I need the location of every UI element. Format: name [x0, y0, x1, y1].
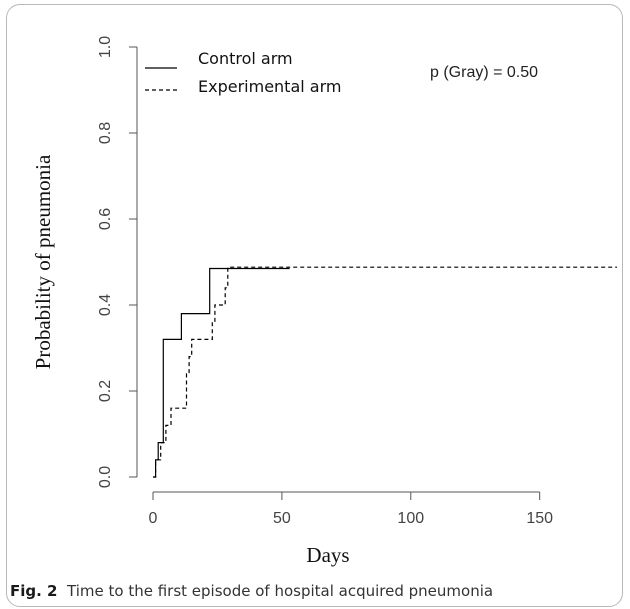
x-tick-label: 0	[149, 510, 158, 527]
x-tick-label: 50	[273, 510, 291, 527]
y-axis-title: Probability of pneumonia	[31, 154, 55, 369]
caption-figure-number: Fig. 2	[10, 582, 58, 600]
x-tick-label: 150	[526, 510, 553, 527]
legend: Control arm Experimental arm	[145, 49, 341, 96]
figure-caption: Fig. 2 Time to the first episode of hosp…	[10, 582, 620, 600]
series-control-arm-line	[153, 267, 290, 478]
pneumonia-step-chart: 0 50 100 150 0.0 0.2 0.4 0.6 0.8 1.0 Control arm E…	[31, 36, 617, 567]
y-tick-label: 0.6	[97, 208, 114, 230]
p-value-annotation: p (Gray) = 0.50	[430, 64, 538, 81]
y-tick-label: 1.0	[97, 36, 114, 58]
legend-label: Control arm	[198, 49, 293, 68]
y-tick-label: 0.8	[97, 122, 114, 144]
series-layer	[153, 266, 617, 478]
y-tick-label: 0.0	[97, 466, 114, 488]
x-axis-title: Days	[306, 543, 349, 567]
x-tick-label: 100	[397, 510, 424, 527]
y-tick-label: 0.4	[97, 294, 114, 316]
caption-text: Time to the first episode of hospital ac…	[67, 582, 494, 600]
series-experimental-arm-line	[153, 266, 617, 478]
figure-frame	[6, 4, 623, 607]
y-tick-label: 0.2	[97, 380, 114, 402]
axes: 0 50 100 150 0.0 0.2 0.4 0.6 0.8 1.0	[97, 36, 553, 527]
legend-label: Experimental arm	[198, 77, 341, 96]
